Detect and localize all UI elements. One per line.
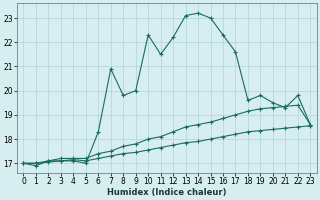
X-axis label: Humidex (Indice chaleur): Humidex (Indice chaleur) xyxy=(107,188,227,197)
